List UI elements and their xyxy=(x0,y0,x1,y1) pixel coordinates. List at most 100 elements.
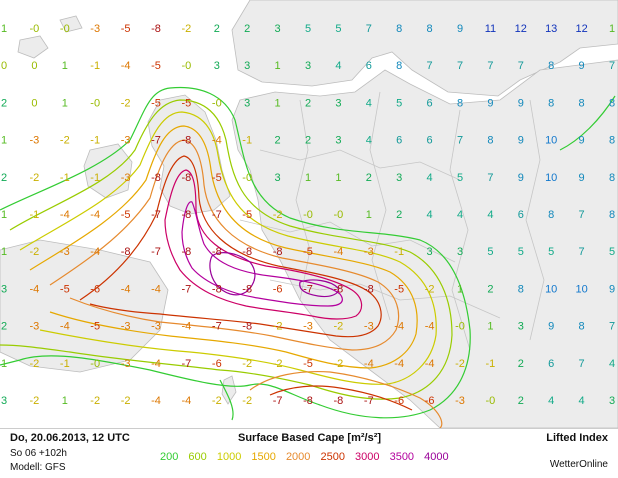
lifted-index-value: -2 xyxy=(182,23,192,35)
lifted-index-value: -4 xyxy=(90,246,100,258)
model-name: Modell: GFS xyxy=(10,462,66,473)
lifted-index-value: 10 xyxy=(575,283,587,295)
cape-isolines xyxy=(0,86,616,428)
lifted-index-value: -4 xyxy=(121,60,131,72)
footer-bar: Do, 20.06.2013, 12 UTC So 06 +102h Model… xyxy=(0,428,618,478)
lifted-index-value: 2 xyxy=(518,395,524,407)
lifted-index-value: 5 xyxy=(609,246,615,258)
lifted-index-value: -5 xyxy=(242,209,252,221)
lifted-index-value: 1 xyxy=(609,23,615,35)
lifted-index-value: 8 xyxy=(579,321,585,333)
lifted-index-value: 7 xyxy=(457,135,463,147)
lifted-index-value: 0 xyxy=(1,60,7,72)
lifted-index-value: 2 xyxy=(214,23,220,35)
lifted-index-value: 9 xyxy=(579,172,585,184)
lifted-index-value: 1 xyxy=(305,172,311,184)
lifted-index-value: 4 xyxy=(335,60,341,72)
lifted-index-value: -2 xyxy=(30,358,40,370)
legend-title: Surface Based Cape [m²/s²] xyxy=(238,432,382,444)
lifted-index-value: -0 xyxy=(90,97,100,109)
lifted-index-value: 9 xyxy=(518,97,524,109)
lifted-index-value: 3 xyxy=(335,135,341,147)
lifted-index-value: 0 xyxy=(31,97,37,109)
lifted-index-value: -2 xyxy=(273,358,283,370)
lifted-index-value: 8 xyxy=(548,209,554,221)
lifted-index-value: -4 xyxy=(425,358,435,370)
lifted-index-value: 3 xyxy=(609,395,615,407)
lifted-index-value: -5 xyxy=(212,172,222,184)
lifted-index-value: -8 xyxy=(182,209,192,221)
lifted-index-value: -6 xyxy=(273,283,283,295)
lifted-index-value: -3 xyxy=(121,358,131,370)
lifted-index-value: -4 xyxy=(364,358,374,370)
lifted-index-value: 2 xyxy=(305,97,311,109)
lifted-index-value: -7 xyxy=(151,209,161,221)
corsica-land xyxy=(221,375,237,405)
lifted-index-value: -0 xyxy=(212,97,222,109)
lifted-index-value: 7 xyxy=(518,60,524,72)
lifted-index-value: 9 xyxy=(518,135,524,147)
legend-value: 1500 xyxy=(251,451,276,463)
lifted-index-value: -3 xyxy=(303,321,313,333)
lifted-index-value: 6 xyxy=(518,209,524,221)
lifted-index-value: -3 xyxy=(121,172,131,184)
lifted-index-value: -4 xyxy=(121,283,131,295)
lifted-index-value: 1 xyxy=(275,97,281,109)
country-borders xyxy=(239,91,545,351)
lifted-index-value: 8 xyxy=(609,135,615,147)
lifted-index-value: 9 xyxy=(457,23,463,35)
lifted-index-value: 4 xyxy=(487,209,493,221)
lifted-index-value: -8 xyxy=(334,283,344,295)
lifted-index-value: 3 xyxy=(1,395,7,407)
lifted-index-value: 12 xyxy=(515,23,527,35)
lifted-index-value: -2 xyxy=(242,358,252,370)
lifted-index-value: 1 xyxy=(457,283,463,295)
lifted-index-value: 1 xyxy=(1,23,7,35)
iberia-land xyxy=(0,239,169,373)
lifted-index-value: -1 xyxy=(60,172,70,184)
isoline-4000 xyxy=(209,252,256,296)
lifted-index-value: -2 xyxy=(212,395,222,407)
lifted-index-value: 7 xyxy=(579,358,585,370)
lifted-index-value: -2 xyxy=(30,172,40,184)
isoline-200-b xyxy=(559,95,616,151)
isoline-3500 xyxy=(181,201,343,307)
lifted-index-value: 3 xyxy=(457,246,463,258)
lifted-index-value: -4 xyxy=(425,321,435,333)
lifted-index-value: 2 xyxy=(1,321,7,333)
lifted-index-value: -7 xyxy=(182,283,192,295)
lifted-index-value: 7 xyxy=(366,23,372,35)
lifted-index-value: 9 xyxy=(548,321,554,333)
lifted-index-value: 8 xyxy=(609,209,615,221)
lifted-index-value: -3 xyxy=(60,246,70,258)
lifted-index-value: -8 xyxy=(182,135,192,147)
isoline-600 xyxy=(0,99,453,400)
isoline-3000 xyxy=(164,169,363,320)
lifted-index-value: -0 xyxy=(90,358,100,370)
weather-map: 1 -0 -0 -3 -5 -8 -2 2 2 3 5 5 7 8 8 9 11 12 13 12 10 0 1 -1 -4 -5… xyxy=(0,0,618,428)
lifted-index-value: 3 xyxy=(396,172,402,184)
lifted-index-value: -5 xyxy=(394,283,404,295)
lifted-index-value: 1 xyxy=(366,209,372,221)
lifted-index-value: 7 xyxy=(609,321,615,333)
lifted-index-value: -8 xyxy=(151,23,161,35)
lifted-index-value: -1 xyxy=(486,358,496,370)
lifted-index-value: 9 xyxy=(487,97,493,109)
lifted-index-value: -1 xyxy=(394,246,404,258)
lifted-index-value: -3 xyxy=(90,23,100,35)
lifted-index-value: 7 xyxy=(579,209,585,221)
isoline-2500-b xyxy=(269,385,413,411)
lifted-index-value: 8 xyxy=(457,97,463,109)
lifted-index-value: 3 xyxy=(305,60,311,72)
lifted-index-value: 8 xyxy=(396,23,402,35)
lifted-index-value: -3 xyxy=(364,321,374,333)
lifted-index-value: -6 xyxy=(90,283,100,295)
lifted-index-value: 1 xyxy=(1,358,7,370)
legend-value: 4000 xyxy=(424,451,449,463)
isoline-200 xyxy=(0,86,471,419)
lifted-index-value: -3 xyxy=(455,395,465,407)
lifted-index-value: 1 xyxy=(62,395,68,407)
lifted-index-value: 8 xyxy=(548,97,554,109)
lifted-index-value: -8 xyxy=(273,246,283,258)
lifted-index-value: -4 xyxy=(60,321,70,333)
